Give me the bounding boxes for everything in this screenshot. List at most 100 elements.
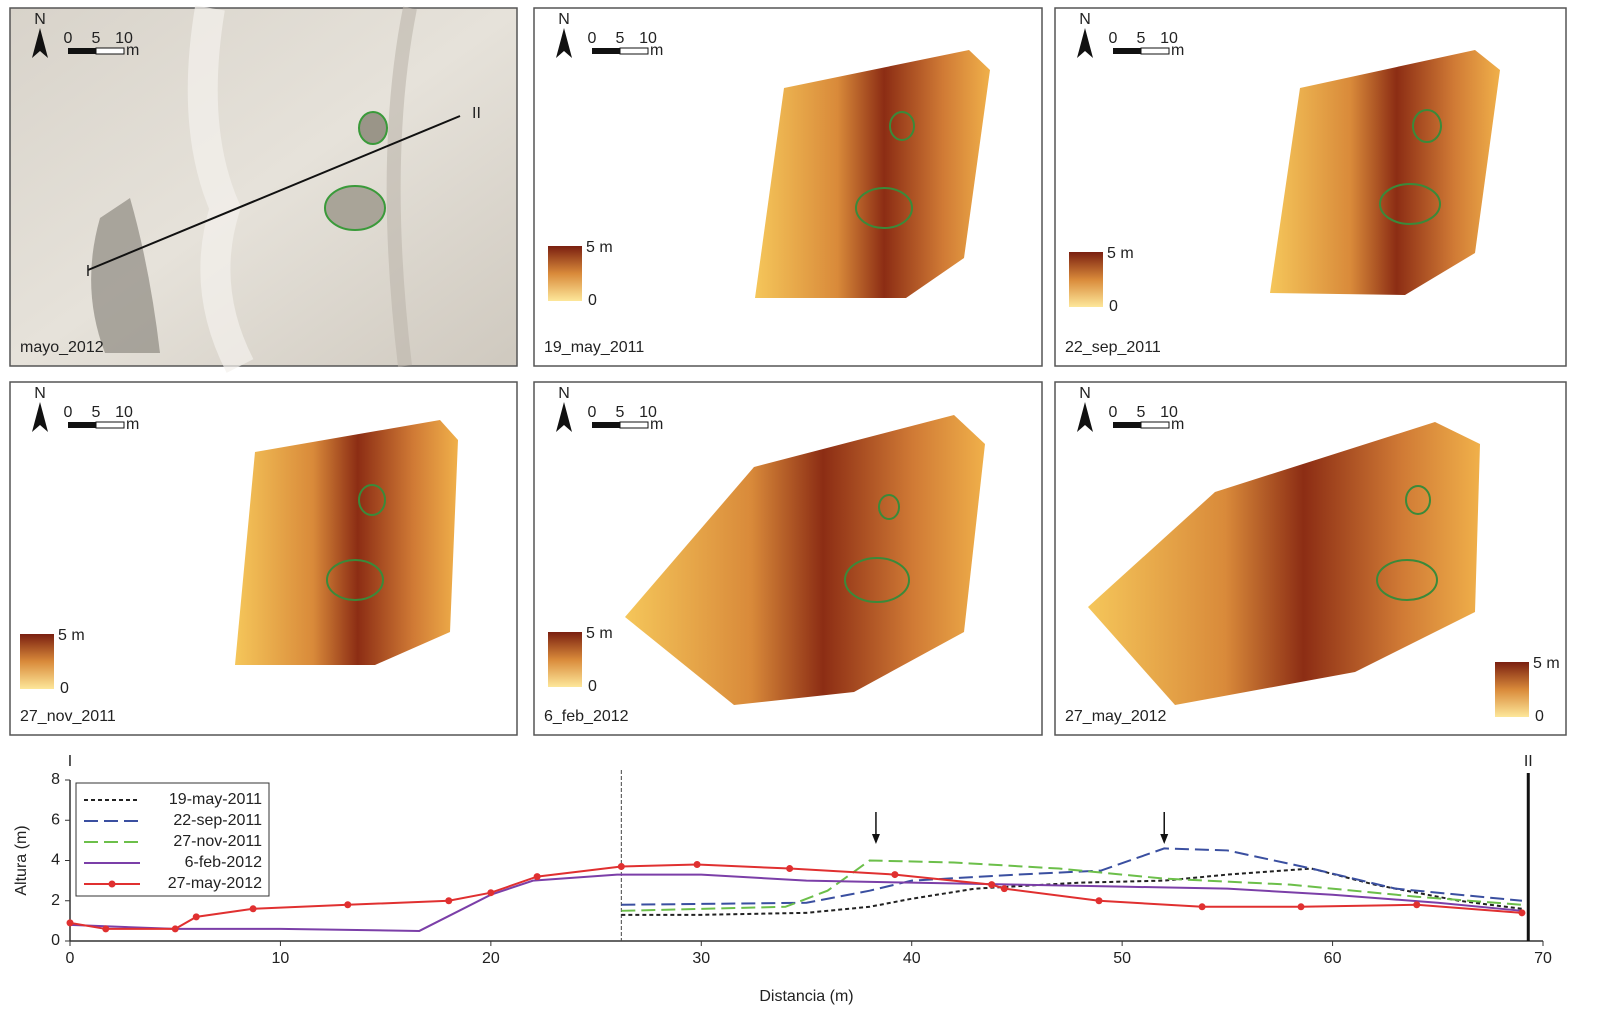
x-tick-label: 20 (482, 950, 500, 967)
colorbar (548, 632, 582, 687)
section-label: I (68, 753, 72, 770)
north-label: N (1079, 385, 1091, 402)
series-marker (1199, 903, 1206, 910)
series-marker (891, 871, 898, 878)
north-label: N (34, 11, 46, 28)
north-label: N (34, 385, 46, 402)
scale-tick: 5 (92, 30, 101, 47)
y-tick-label: 8 (51, 771, 60, 788)
series-marker (193, 913, 200, 920)
series-marker (1518, 909, 1525, 916)
outline (359, 112, 387, 144)
colorbar-min: 0 (1535, 708, 1544, 725)
colorbar (20, 634, 54, 689)
y-tick-label: 2 (51, 892, 60, 909)
scale-black (68, 48, 96, 54)
panel-label: 22_sep_2011 (1065, 339, 1161, 356)
scale-black (1113, 422, 1141, 428)
series-marker (534, 873, 541, 880)
series-marker (487, 889, 494, 896)
scale-white (96, 48, 124, 54)
colorbar (1495, 662, 1529, 717)
series-line (70, 865, 1522, 929)
series-marker (172, 925, 179, 932)
scale-tick: 0 (588, 30, 597, 47)
x-tick-label: 10 (272, 950, 290, 967)
series-marker (250, 905, 257, 912)
series-line (621, 869, 1522, 915)
scale-tick: 5 (616, 404, 625, 421)
legend: 19-may-201122-sep-201127-nov-20116-feb-2… (76, 783, 269, 896)
arrow-head (872, 834, 880, 844)
elevation-surface (235, 420, 458, 665)
y-tick-label: 4 (51, 852, 60, 869)
map-panel: 5 m0N0510m19_may_2011 (534, 8, 1042, 366)
colorbar-max: 5 m (58, 627, 85, 644)
scale-white (96, 422, 124, 428)
profile-start: I (86, 263, 90, 280)
colorbar (1069, 252, 1103, 307)
section-label: II (1524, 753, 1533, 770)
scale-tick: 5 (1137, 30, 1146, 47)
scale-black (68, 422, 96, 428)
series-marker (694, 861, 701, 868)
legend-marker (109, 881, 116, 888)
legend-label: 19-may-2011 (169, 791, 262, 808)
scale-unit: m (126, 416, 139, 433)
scale-tick: 0 (1109, 30, 1118, 47)
series-marker (618, 863, 625, 870)
series-marker (102, 925, 109, 932)
scale-unit: m (1171, 416, 1184, 433)
series-line (70, 875, 1522, 931)
x-tick-label: 40 (903, 950, 921, 967)
colorbar-max: 5 m (586, 625, 613, 642)
x-tick-label: 30 (692, 950, 710, 967)
scale-white (1141, 422, 1169, 428)
scale-white (620, 48, 648, 54)
arrow-head (1160, 834, 1168, 844)
scale-unit: m (126, 42, 139, 59)
series-marker (786, 865, 793, 872)
series-marker (1413, 901, 1420, 908)
colorbar-max: 5 m (1533, 655, 1560, 672)
north-label: N (1079, 11, 1091, 28)
panel-frame (10, 8, 517, 366)
scale-unit: m (650, 416, 663, 433)
panel-label: mayo_2012 (20, 339, 104, 356)
north-label: N (558, 385, 570, 402)
elevation-surface (755, 50, 990, 298)
panel-label: 6_feb_2012 (544, 708, 629, 725)
scale-white (620, 422, 648, 428)
panel-label: 27_may_2012 (1065, 708, 1167, 725)
y-axis-title: Altura (m) (13, 825, 30, 895)
scale-black (592, 422, 620, 428)
figure: IIIN0510mmayo_20125 m0N0510m19_may_20115… (0, 0, 1604, 1032)
x-tick-label: 50 (1113, 950, 1131, 967)
y-tick-label: 6 (51, 811, 60, 828)
scale-unit: m (1171, 42, 1184, 59)
series-marker (344, 901, 351, 908)
panel-label: 19_may_2011 (544, 339, 644, 356)
legend-label: 27-may-2012 (168, 875, 262, 892)
scale-tick: 0 (1109, 404, 1118, 421)
series-marker (1298, 903, 1305, 910)
north-label: N (558, 11, 570, 28)
series-marker (988, 881, 995, 888)
y-tick-label: 0 (51, 932, 60, 949)
series-marker (445, 897, 452, 904)
colorbar-max: 5 m (586, 239, 613, 256)
legend-label: 22-sep-2011 (173, 812, 262, 829)
scale-white (1141, 48, 1169, 54)
scale-unit: m (650, 42, 663, 59)
colorbar-min: 0 (588, 678, 597, 695)
colorbar (548, 246, 582, 301)
x-tick-label: 0 (66, 950, 75, 967)
arrow (1160, 812, 1168, 844)
scale-tick: 5 (616, 30, 625, 47)
legend-label: 27-nov-2011 (173, 833, 262, 850)
scale-tick: 5 (92, 404, 101, 421)
